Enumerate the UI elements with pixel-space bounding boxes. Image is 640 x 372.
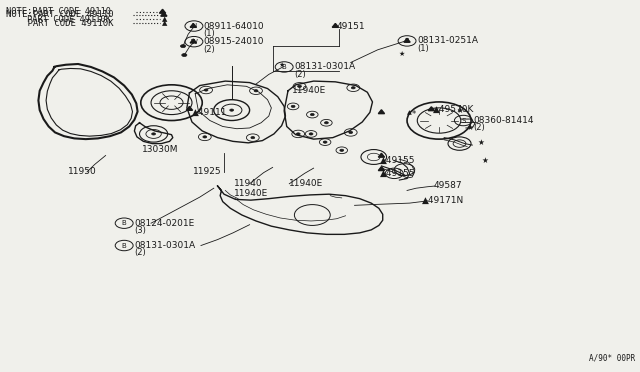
Circle shape xyxy=(324,122,328,124)
Text: ▲49111: ▲49111 xyxy=(192,108,227,117)
Text: NOTE:PART CODE 49110: NOTE:PART CODE 49110 xyxy=(6,7,111,16)
Text: ★: ★ xyxy=(278,62,285,68)
Circle shape xyxy=(182,54,187,57)
Text: S: S xyxy=(461,118,465,124)
Text: N: N xyxy=(191,23,196,29)
Polygon shape xyxy=(161,12,167,16)
Circle shape xyxy=(230,109,234,111)
Circle shape xyxy=(310,113,314,116)
Text: B: B xyxy=(122,220,127,226)
Polygon shape xyxy=(186,106,193,110)
Circle shape xyxy=(152,133,156,135)
Text: (1): (1) xyxy=(417,44,429,53)
Circle shape xyxy=(251,137,255,139)
Circle shape xyxy=(309,133,313,135)
Text: 11940E: 11940E xyxy=(292,86,326,94)
Polygon shape xyxy=(378,167,385,170)
Text: ★: ★ xyxy=(399,51,405,57)
Text: NOTE:PART CODE 49110: NOTE:PART CODE 49110 xyxy=(6,10,114,19)
Text: (1): (1) xyxy=(204,29,215,38)
Polygon shape xyxy=(428,107,435,111)
Text: *: * xyxy=(412,110,415,119)
Circle shape xyxy=(349,131,353,134)
Polygon shape xyxy=(190,23,196,27)
Circle shape xyxy=(254,90,258,92)
Polygon shape xyxy=(378,110,385,114)
Text: 08131-0301A: 08131-0301A xyxy=(294,62,356,71)
Text: 49151: 49151 xyxy=(337,22,365,31)
Text: ★: ★ xyxy=(456,106,463,115)
Text: 08131-0251A: 08131-0251A xyxy=(417,36,478,45)
Text: ▲49155: ▲49155 xyxy=(380,169,415,178)
Circle shape xyxy=(340,149,344,151)
Text: 11940E: 11940E xyxy=(289,179,324,188)
Text: 11940: 11940 xyxy=(234,179,263,188)
Text: 08131-0301A: 08131-0301A xyxy=(134,241,196,250)
Text: (2): (2) xyxy=(474,124,485,132)
Text: ▲49171N: ▲49171N xyxy=(422,196,465,205)
Text: 11940E: 11940E xyxy=(234,189,269,198)
Text: 11950: 11950 xyxy=(68,167,97,176)
Text: 11925: 11925 xyxy=(193,167,222,176)
Circle shape xyxy=(291,105,295,108)
Text: (2): (2) xyxy=(204,45,215,54)
Text: W: W xyxy=(191,39,197,45)
Polygon shape xyxy=(404,38,410,42)
Polygon shape xyxy=(378,153,385,157)
Text: ★: ★ xyxy=(482,156,488,165)
Text: (2): (2) xyxy=(134,248,146,257)
Text: ▲49155: ▲49155 xyxy=(380,155,415,164)
Polygon shape xyxy=(190,39,196,43)
Circle shape xyxy=(296,133,300,135)
Text: 13030M: 13030M xyxy=(142,145,179,154)
Text: B: B xyxy=(122,243,127,248)
Circle shape xyxy=(203,136,207,138)
Polygon shape xyxy=(332,23,339,27)
Circle shape xyxy=(351,87,355,89)
Text: 08911-64010: 08911-64010 xyxy=(204,22,264,31)
Polygon shape xyxy=(159,9,166,13)
Text: 08124-0201E: 08124-0201E xyxy=(134,219,195,228)
Circle shape xyxy=(298,85,301,87)
Text: 49587: 49587 xyxy=(434,182,463,190)
Text: PART CODE 49110K: PART CODE 49110K xyxy=(6,19,114,28)
Text: B: B xyxy=(282,64,287,70)
Text: ▲: ▲ xyxy=(163,20,168,26)
Text: PART CODE 49110K: PART CODE 49110K xyxy=(6,15,111,24)
Text: A/90* 00PR: A/90* 00PR xyxy=(589,353,635,362)
Text: ▲: ▲ xyxy=(407,110,412,116)
Circle shape xyxy=(180,45,186,48)
Text: ▲49570K: ▲49570K xyxy=(433,105,474,114)
Text: 08915-24010: 08915-24010 xyxy=(204,37,264,46)
Circle shape xyxy=(323,141,327,143)
Circle shape xyxy=(204,89,208,91)
Text: ▲: ▲ xyxy=(163,16,168,22)
Text: (2): (2) xyxy=(294,70,306,79)
Text: ★: ★ xyxy=(478,138,484,147)
Text: B: B xyxy=(404,38,410,44)
Text: 08360-81414: 08360-81414 xyxy=(474,116,534,125)
Text: (3): (3) xyxy=(134,226,147,235)
Text: ★: ★ xyxy=(467,123,473,132)
